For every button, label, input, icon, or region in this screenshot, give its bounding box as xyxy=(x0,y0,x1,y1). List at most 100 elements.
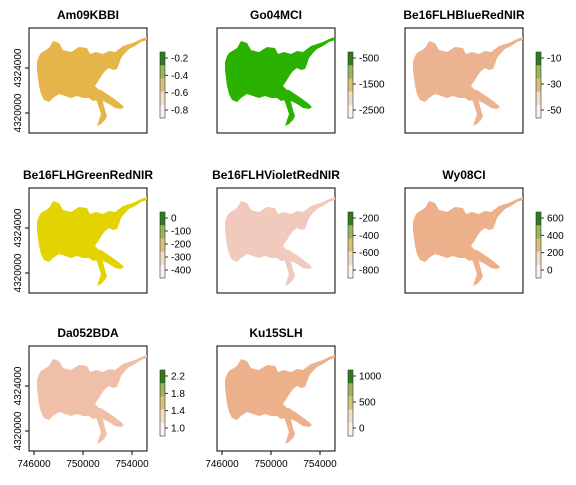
legend-swatch xyxy=(160,91,165,106)
legend-swatch xyxy=(160,370,165,384)
legend-swatch xyxy=(348,91,353,106)
legend-swatch xyxy=(348,104,353,119)
legend-swatch xyxy=(160,65,165,79)
legend-swatch xyxy=(348,422,353,437)
legend-colorbar: 0 -100 -200 -300 -400 xyxy=(159,211,191,279)
panel-title: Be16FLHBlueRedNIR xyxy=(403,8,525,22)
legend-label: -400 xyxy=(359,231,379,242)
legend-frame xyxy=(347,369,354,437)
legend-swatch xyxy=(536,251,541,266)
panel-title: Am09KBBI xyxy=(57,8,119,22)
legend-label: -300 xyxy=(171,253,191,264)
legend-swatch xyxy=(160,104,165,119)
legend-frame xyxy=(159,211,166,279)
legend-label: -2500 xyxy=(359,106,385,117)
legend-colorbar: 600 400 200 0 xyxy=(535,211,564,279)
panel-title: Be16FLHGreenRedNIR xyxy=(23,168,153,182)
legend-swatch xyxy=(536,65,541,79)
legend-label: 1.4 xyxy=(171,406,185,417)
panel-title: Da052BDA xyxy=(57,326,119,340)
legend-swatch xyxy=(160,225,165,239)
y-tick-label: 4320000 xyxy=(13,93,24,132)
legend-label: -200 xyxy=(171,240,191,251)
panel-1: Am09KBBI 4320000 4324000 -0.2 -0.4 -0.6 -0.8 xyxy=(13,8,189,134)
legend-swatch xyxy=(160,383,165,397)
panel-3: Be16FLHBlueRedNIR -10 -30 -50 xyxy=(403,8,562,134)
legend-colorbar: -0.2 -0.4 -0.6 -0.8 xyxy=(159,51,189,119)
legend-label: 0 xyxy=(547,266,553,277)
legend-swatch xyxy=(160,78,165,93)
panel-title: Ku15SLH xyxy=(249,326,302,340)
legend-swatch xyxy=(160,251,165,266)
legend-label: 0 xyxy=(171,214,177,225)
legend-label: -1500 xyxy=(359,80,385,91)
y-tick-label: 4324000 xyxy=(13,208,24,247)
legend-swatch xyxy=(348,52,353,66)
legend-swatch xyxy=(536,104,541,119)
panel-2: Go04MCI -500 -1500 -2500 xyxy=(216,8,385,134)
legend-label: -0.8 xyxy=(171,106,189,117)
legend-swatch xyxy=(348,251,353,266)
legend-label: -0.2 xyxy=(171,54,189,65)
legend-swatch xyxy=(348,65,353,79)
legend-swatch xyxy=(160,409,165,424)
legend-label: 400 xyxy=(547,231,564,242)
legend-frame xyxy=(535,51,542,119)
legend-label: 200 xyxy=(547,248,564,259)
legend-label: -200 xyxy=(359,214,379,225)
panel-title: Wy08CI xyxy=(442,168,485,182)
legend-label: 0 xyxy=(359,424,365,435)
legend-swatch xyxy=(160,396,165,411)
legend-label: 2.2 xyxy=(171,372,185,383)
legend-swatch xyxy=(160,422,165,437)
legend-colorbar: 2.2 1.8 1.4 1.0 xyxy=(159,369,185,437)
legend-swatch xyxy=(160,212,165,226)
legend-label: -500 xyxy=(359,54,379,65)
legend-label: 1000 xyxy=(359,372,382,383)
y-tick-label: 4320000 xyxy=(13,253,24,292)
legend-swatch xyxy=(348,383,353,397)
legend-swatch xyxy=(160,264,165,279)
legend-label: -30 xyxy=(547,80,562,91)
legend-swatch xyxy=(536,212,541,226)
panel-4: Be16FLHGreenRedNIR 4320000 4324000 0 -100 -20… xyxy=(13,168,191,294)
legend-colorbar: 1000 500 0 xyxy=(347,369,382,437)
legend-swatch xyxy=(348,396,353,411)
legend-swatch xyxy=(536,91,541,106)
legend-label: -600 xyxy=(359,248,379,259)
legend-label: 600 xyxy=(547,214,564,225)
legend-swatch xyxy=(348,225,353,239)
legend-swatch xyxy=(536,52,541,66)
x-tick-label: 754000 xyxy=(303,459,337,470)
legend-swatch xyxy=(348,409,353,424)
legend-label: -10 xyxy=(547,54,562,65)
legend-label: -0.6 xyxy=(171,88,189,99)
legend-swatch xyxy=(160,52,165,66)
legend-swatch xyxy=(536,238,541,253)
legend-frame xyxy=(347,211,354,279)
legend-swatch xyxy=(348,212,353,226)
legend-frame xyxy=(535,211,542,279)
legend-swatch xyxy=(536,225,541,239)
legend-swatch xyxy=(536,264,541,279)
legend-label: -50 xyxy=(547,106,562,117)
legend-colorbar: -10 -30 -50 xyxy=(535,51,562,119)
x-tick-label: 750000 xyxy=(254,459,288,470)
legend-label: 1.8 xyxy=(171,389,185,400)
panel-title: Go04MCI xyxy=(250,8,302,22)
legend-label: -400 xyxy=(171,266,191,277)
panel-5: Be16FLHVioletRedNIR -200 -400 -600 -800 xyxy=(212,168,379,294)
legend-frame xyxy=(159,369,166,437)
legend-swatch xyxy=(348,264,353,279)
y-tick-label: 4324000 xyxy=(13,366,24,405)
legend-frame xyxy=(159,51,166,119)
panel-8: Ku15SLH 746000 750000 754000 1000 500 0 xyxy=(205,326,381,470)
y-tick-label: 4324000 xyxy=(13,48,24,87)
legend-label: 500 xyxy=(359,398,376,409)
panel-title: Be16FLHVioletRedNIR xyxy=(212,168,340,182)
legend-swatch xyxy=(348,78,353,93)
legend-colorbar: -200 -400 -600 -800 xyxy=(347,211,379,279)
x-tick-label: 746000 xyxy=(17,459,51,470)
panel-6: Wy08CI 600 400 200 0 xyxy=(404,168,564,294)
